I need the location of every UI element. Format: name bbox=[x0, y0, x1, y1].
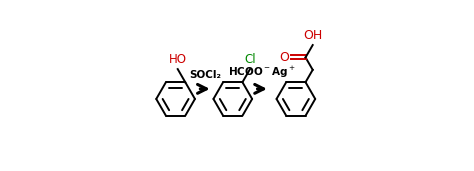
Text: O: O bbox=[279, 51, 289, 64]
Text: OH: OH bbox=[303, 29, 322, 42]
Text: Cl: Cl bbox=[244, 53, 256, 66]
Text: HCOO$^-$Ag$^+$: HCOO$^-$Ag$^+$ bbox=[228, 65, 296, 80]
Text: HO: HO bbox=[169, 53, 187, 66]
Text: SOCl₂: SOCl₂ bbox=[189, 70, 221, 80]
